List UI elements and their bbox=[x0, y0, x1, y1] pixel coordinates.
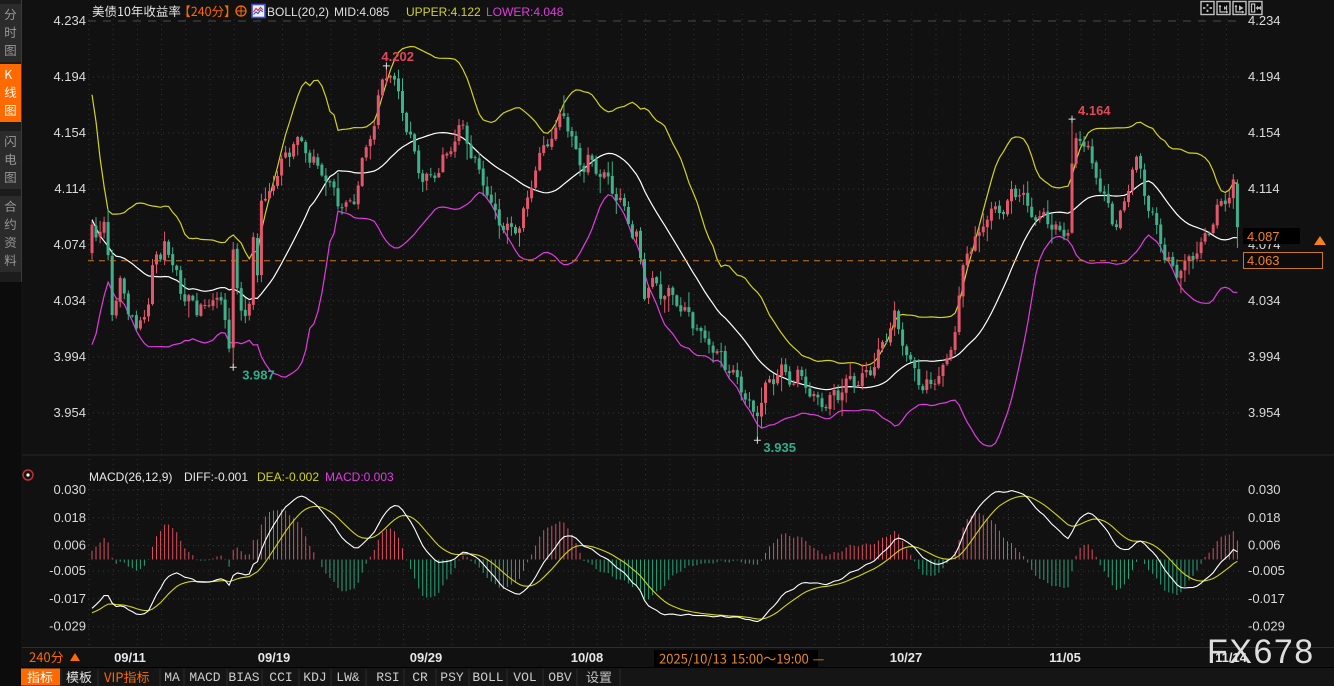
svg-text:11/14: 11/14 bbox=[1215, 650, 1248, 665]
svg-text:4.034: 4.034 bbox=[1248, 293, 1281, 308]
svg-text:CCI: CCI bbox=[269, 670, 292, 685]
svg-text:0.030: 0.030 bbox=[53, 482, 86, 497]
svg-text:4.063: 4.063 bbox=[1247, 253, 1280, 268]
svg-text:DEA:-0.002: DEA:-0.002 bbox=[257, 470, 319, 484]
svg-text:-0.029: -0.029 bbox=[1248, 619, 1285, 634]
svg-text:4.154: 4.154 bbox=[53, 125, 86, 140]
svg-text:4.114: 4.114 bbox=[54, 181, 86, 196]
svg-text:3.935: 3.935 bbox=[763, 440, 796, 455]
svg-text:0.006: 0.006 bbox=[53, 538, 86, 553]
svg-text:11/05: 11/05 bbox=[1049, 650, 1081, 665]
svg-text:4.194: 4.194 bbox=[53, 69, 86, 84]
svg-text:-0.005: -0.005 bbox=[1248, 563, 1285, 578]
svg-text:BOLL(20,2): BOLL(20,2) bbox=[267, 5, 329, 19]
svg-text:PSY: PSY bbox=[440, 670, 464, 685]
svg-text:LW&: LW& bbox=[336, 670, 360, 685]
svg-text:-0.017: -0.017 bbox=[49, 591, 86, 606]
svg-text:RSI: RSI bbox=[376, 670, 399, 685]
svg-text:-0.029: -0.029 bbox=[49, 619, 86, 634]
svg-text:0.018: 0.018 bbox=[53, 510, 86, 525]
svg-text:10/08: 10/08 bbox=[571, 650, 604, 665]
svg-text:DIFF:-0.001: DIFF:-0.001 bbox=[184, 470, 248, 484]
svg-text:4.114: 4.114 bbox=[1248, 181, 1280, 196]
svg-text:LOWER:4.048: LOWER:4.048 bbox=[486, 5, 564, 19]
svg-text:-0.005: -0.005 bbox=[49, 563, 86, 578]
svg-text:0.018: 0.018 bbox=[1248, 510, 1281, 525]
svg-text:3.987: 3.987 bbox=[242, 367, 275, 382]
svg-text:MA: MA bbox=[164, 670, 180, 685]
svg-text:3.954: 3.954 bbox=[53, 405, 86, 420]
svg-text:3.994: 3.994 bbox=[1248, 349, 1281, 364]
svg-text:4.087: 4.087 bbox=[1247, 229, 1280, 244]
svg-text:0.006: 0.006 bbox=[1248, 538, 1281, 553]
svg-text:MACD(26,12,9): MACD(26,12,9) bbox=[89, 470, 172, 484]
svg-text:MID:4.085: MID:4.085 bbox=[334, 5, 390, 19]
svg-text:4.154: 4.154 bbox=[1248, 125, 1281, 140]
svg-text:4.074: 4.074 bbox=[53, 237, 86, 252]
svg-text:4.202: 4.202 bbox=[381, 49, 414, 64]
svg-text:MACD: MACD bbox=[189, 670, 220, 685]
svg-text:4.234: 4.234 bbox=[1248, 13, 1281, 28]
svg-text:09/19: 09/19 bbox=[258, 650, 291, 665]
svg-text:BIAS: BIAS bbox=[228, 670, 259, 685]
svg-text:09/29: 09/29 bbox=[410, 650, 443, 665]
svg-text:KDJ: KDJ bbox=[303, 670, 326, 685]
svg-text:CR: CR bbox=[412, 670, 428, 685]
svg-text:VOL: VOL bbox=[513, 670, 536, 685]
svg-text:MACD:0.003: MACD:0.003 bbox=[325, 470, 394, 484]
svg-text:UPPER:4.122: UPPER:4.122 bbox=[406, 5, 481, 19]
svg-text:09/11: 09/11 bbox=[114, 650, 146, 665]
svg-text:4.164: 4.164 bbox=[1078, 103, 1111, 118]
svg-text:4.034: 4.034 bbox=[53, 293, 86, 308]
svg-text:3.994: 3.994 bbox=[53, 349, 86, 364]
svg-text:4.234: 4.234 bbox=[53, 13, 86, 28]
svg-text:3.954: 3.954 bbox=[1248, 405, 1281, 420]
svg-text:10/27: 10/27 bbox=[890, 650, 923, 665]
svg-text:BOLL: BOLL bbox=[472, 670, 503, 685]
svg-text:0.030: 0.030 bbox=[1248, 482, 1281, 497]
svg-text:OBV: OBV bbox=[548, 670, 572, 685]
svg-text:4.194: 4.194 bbox=[1248, 69, 1281, 84]
svg-text:-0.017: -0.017 bbox=[1248, 591, 1285, 606]
svg-text:FX678: FX678 bbox=[1207, 633, 1315, 671]
